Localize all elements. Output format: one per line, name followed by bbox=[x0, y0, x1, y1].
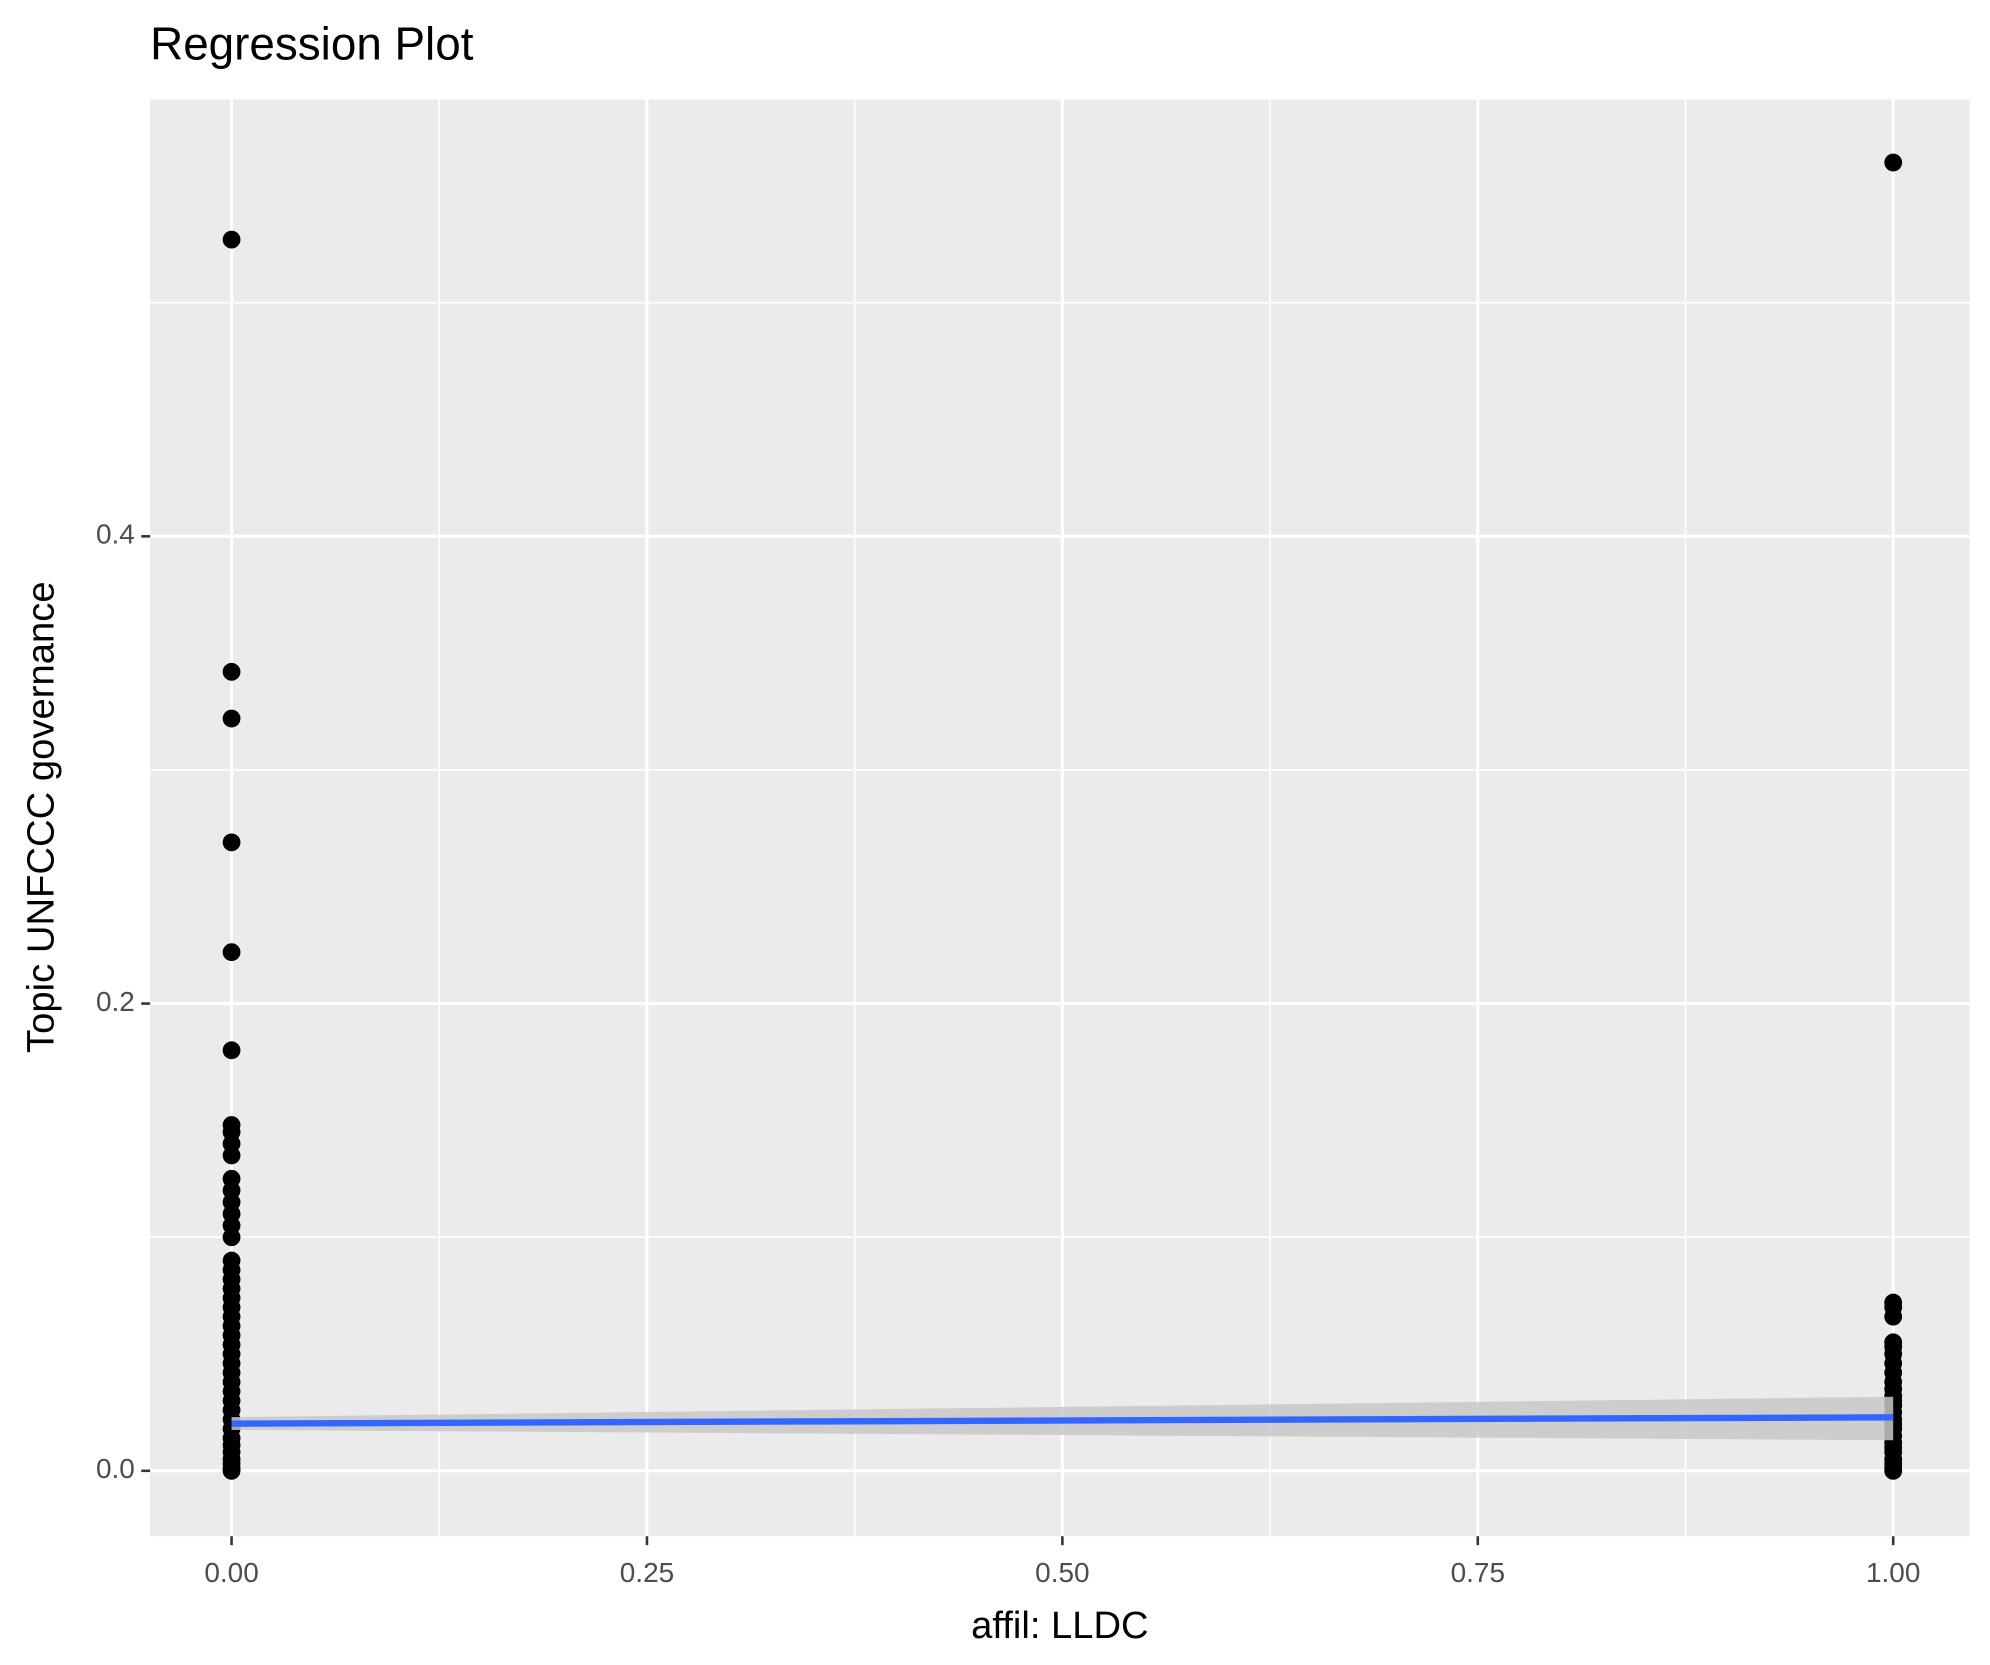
x-tick-label: 0.75 bbox=[1451, 1557, 1505, 1588]
point bbox=[222, 943, 241, 962]
point bbox=[222, 709, 241, 728]
chart-title: Regression Plot bbox=[150, 17, 474, 69]
point bbox=[1884, 153, 1903, 172]
x-tick-label: 0.50 bbox=[1035, 1557, 1089, 1588]
point bbox=[222, 1041, 241, 1060]
marks bbox=[222, 153, 1903, 1480]
point bbox=[1884, 1461, 1903, 1480]
x-tick-label: 1.00 bbox=[1866, 1557, 1920, 1588]
grid bbox=[150, 99, 1970, 1537]
point bbox=[222, 833, 241, 852]
point bbox=[1884, 1307, 1903, 1326]
point bbox=[222, 1461, 241, 1480]
x-tick-label: 0.00 bbox=[204, 1557, 258, 1588]
y-axis-title: Topic UNFCCC governance bbox=[19, 581, 62, 1053]
point bbox=[222, 230, 241, 249]
y-tick-label: 0.2 bbox=[96, 986, 135, 1017]
y-tick-label: 0.4 bbox=[96, 519, 135, 550]
point bbox=[222, 1146, 241, 1165]
x-axis-title: affil: LLDC bbox=[971, 1604, 1148, 1647]
x-tick-label: 0.25 bbox=[620, 1557, 674, 1588]
regression-line bbox=[231, 1414, 1894, 1427]
point bbox=[222, 662, 241, 681]
point bbox=[222, 1228, 241, 1247]
panel bbox=[150, 99, 1970, 1537]
y-tick-label: 0.0 bbox=[96, 1453, 135, 1484]
